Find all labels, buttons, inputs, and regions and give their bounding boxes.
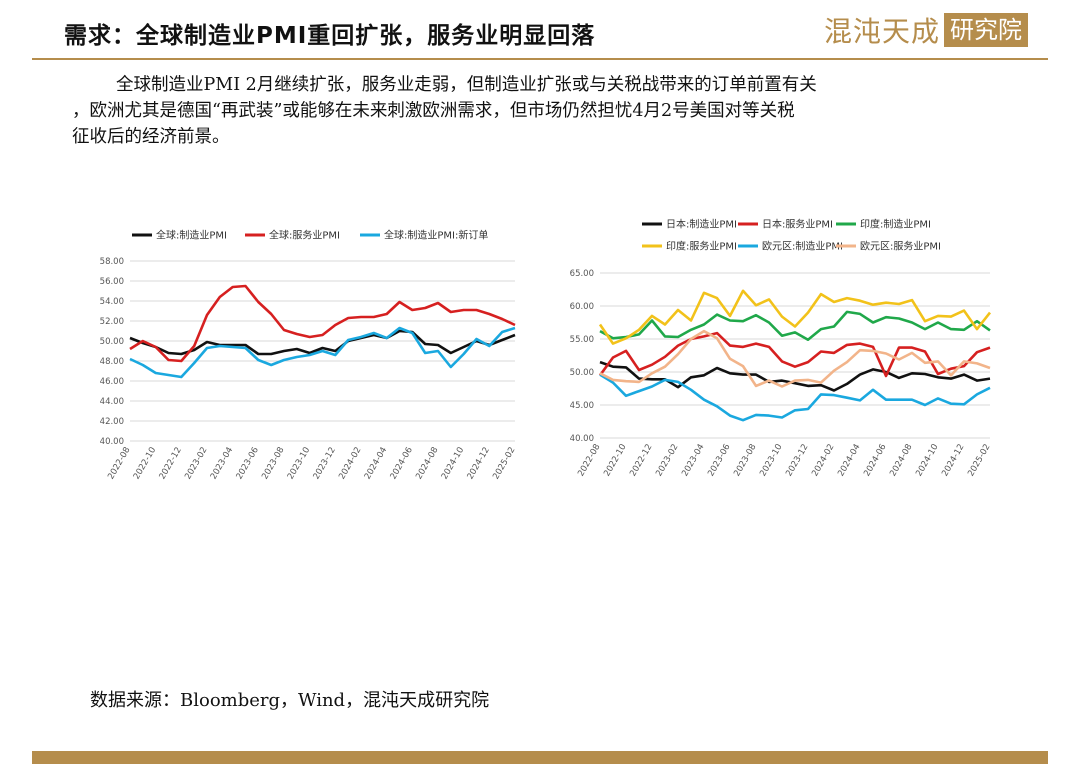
x-tick-label: 2024-08: [414, 446, 440, 482]
x-tick-label: 2024-04: [363, 446, 389, 482]
x-tick-label: 2023-08: [260, 446, 286, 482]
x-tick-label: 2024-06: [389, 446, 415, 482]
y-tick-label: 42.00: [100, 417, 124, 427]
legend-label: 全球:制造业PMI:新订单: [384, 229, 488, 242]
x-tick-label: 2024-10: [914, 443, 940, 479]
logo: 混沌天成 研究院: [824, 12, 1028, 48]
x-tick-label: 2023-08: [732, 443, 758, 479]
logo-box: 研究院: [944, 13, 1028, 47]
y-tick-label: 46.00: [100, 377, 124, 387]
x-tick-label: 2023-02: [183, 446, 209, 482]
x-tick-label: 2022-10: [132, 446, 158, 482]
legend-label: 日本:制造业PMI: [666, 218, 737, 231]
y-tick-label: 56.00: [100, 277, 124, 287]
series-line: [129, 329, 516, 356]
y-tick-label: 54.00: [100, 297, 124, 307]
series-line: [598, 289, 992, 345]
series-line: [129, 284, 516, 363]
x-tick-label: 2023-06: [235, 446, 261, 482]
x-tick-label: 2024-12: [940, 443, 966, 479]
y-tick-label: 58.00: [100, 257, 124, 267]
y-tick-label: 50.00: [100, 337, 124, 347]
paragraph-line: ，欧洲尤其是德国“再武装”或能够在未来刺激欧洲需求，但市场仍然担忧4月2号美国对…: [72, 101, 795, 121]
y-tick-label: 65.00: [570, 269, 594, 279]
page-title: 需求：全球制造业PMI重回扩张，服务业明显回落: [64, 23, 596, 49]
y-tick-label: 48.00: [100, 357, 124, 367]
x-tick-label: 2023-12: [784, 443, 810, 479]
x-tick-label: 2023-10: [286, 446, 312, 482]
legend-label: 全球:服务业PMI: [269, 229, 340, 242]
legend-label: 日本:服务业PMI: [762, 218, 833, 231]
series-line: [598, 331, 991, 378]
logo-text: 混沌天成: [823, 15, 940, 48]
x-tick-label: 2025-02: [491, 446, 517, 482]
title-rule: [32, 58, 1048, 60]
x-tick-label: 2023-04: [680, 443, 706, 479]
x-tick-label: 2024-08: [888, 443, 914, 479]
y-tick-label: 45.00: [570, 401, 594, 411]
x-tick-label: 2024-12: [466, 446, 492, 482]
y-tick-label: 60.00: [570, 302, 594, 312]
x-tick-label: 2022-10: [602, 443, 628, 479]
paragraph-line: 征收后的经济前景。: [72, 127, 230, 147]
x-tick-label: 2023-12: [312, 446, 338, 482]
y-tick-label: 52.00: [100, 317, 124, 327]
series-line: [129, 326, 516, 379]
x-tick-label: 2023-10: [758, 443, 784, 479]
data-source: 数据来源：Bloomberg，Wind，混沌天成研究院: [90, 690, 490, 711]
summary-paragraph: 全球制造业PMI 2月继续扩张，服务业走弱，但制造业扩张或与关税战带来的订单前置…: [72, 72, 1032, 150]
legend-label: 印度:服务业PMI: [666, 240, 737, 253]
global-pmi-chart: 40.00 42.00 44.00 46.00 48.00 50.00 52.00 54.00…: [100, 229, 518, 482]
series-line: [599, 373, 991, 422]
x-tick-label: 2023-04: [209, 446, 235, 482]
x-tick-label: 2024-10: [440, 446, 466, 482]
legend-label: 印度:制造业PMI: [860, 218, 931, 231]
legend-label: 欧元区:制造业PMI: [762, 240, 843, 253]
x-tick-label: 2025-02: [966, 443, 992, 479]
x-tick-label: 2022-08: [576, 443, 602, 479]
y-tick-label: 50.00: [570, 368, 594, 378]
x-tick-label: 2024-06: [862, 443, 888, 479]
x-tick-label: 2024-04: [836, 443, 862, 479]
footer-bar: [32, 751, 1048, 764]
x-tick-label: 2024-02: [337, 446, 363, 482]
x-tick-label: 2022-12: [628, 443, 654, 479]
x-tick-label: 2022-08: [106, 446, 132, 482]
y-tick-label: 40.00: [100, 437, 124, 447]
legend-label: 全球:制造业PMI: [156, 229, 227, 242]
x-tick-label: 2024-02: [810, 443, 836, 479]
x-tick-label: 2023-02: [654, 443, 680, 479]
series-line: [599, 329, 991, 388]
series-line: [599, 310, 991, 341]
x-tick-label: 2022-12: [158, 446, 184, 482]
y-tick-label: 44.00: [100, 397, 124, 407]
x-tick-label: 2023-06: [706, 443, 732, 479]
legend-label: 欧元区:服务业PMI: [860, 240, 941, 253]
y-tick-label: 40.00: [570, 434, 594, 444]
y-tick-label: 55.00: [570, 335, 594, 345]
paragraph-line: 全球制造业PMI 2月继续扩张，服务业走弱，但制造业扩张或与关税战带来的订单前置…: [116, 75, 817, 95]
